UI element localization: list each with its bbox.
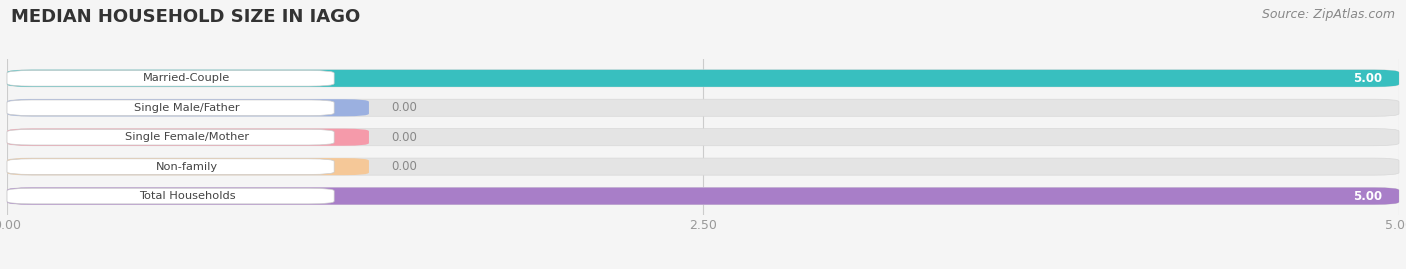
FancyBboxPatch shape (7, 129, 335, 145)
Text: Non-family: Non-family (156, 162, 218, 172)
Text: Source: ZipAtlas.com: Source: ZipAtlas.com (1261, 8, 1395, 21)
FancyBboxPatch shape (7, 99, 1399, 116)
Text: Total Households: Total Households (139, 191, 235, 201)
FancyBboxPatch shape (7, 187, 1399, 205)
FancyBboxPatch shape (7, 70, 335, 86)
Text: Single Female/Mother: Single Female/Mother (125, 132, 249, 142)
FancyBboxPatch shape (7, 100, 335, 116)
FancyBboxPatch shape (7, 158, 368, 175)
Text: MEDIAN HOUSEHOLD SIZE IN IAGO: MEDIAN HOUSEHOLD SIZE IN IAGO (11, 8, 360, 26)
FancyBboxPatch shape (7, 70, 1399, 87)
FancyBboxPatch shape (7, 129, 368, 146)
FancyBboxPatch shape (7, 187, 1399, 205)
Text: Married-Couple: Married-Couple (143, 73, 231, 83)
Text: 0.00: 0.00 (391, 101, 418, 114)
FancyBboxPatch shape (7, 158, 1399, 175)
Text: 5.00: 5.00 (1353, 190, 1382, 203)
Text: Single Male/Father: Single Male/Father (134, 103, 240, 113)
FancyBboxPatch shape (7, 159, 335, 174)
FancyBboxPatch shape (7, 70, 1399, 87)
Text: 0.00: 0.00 (391, 131, 418, 144)
FancyBboxPatch shape (7, 99, 368, 116)
Text: 0.00: 0.00 (391, 160, 418, 173)
FancyBboxPatch shape (7, 188, 335, 204)
FancyBboxPatch shape (7, 129, 1399, 146)
Text: 5.00: 5.00 (1353, 72, 1382, 85)
